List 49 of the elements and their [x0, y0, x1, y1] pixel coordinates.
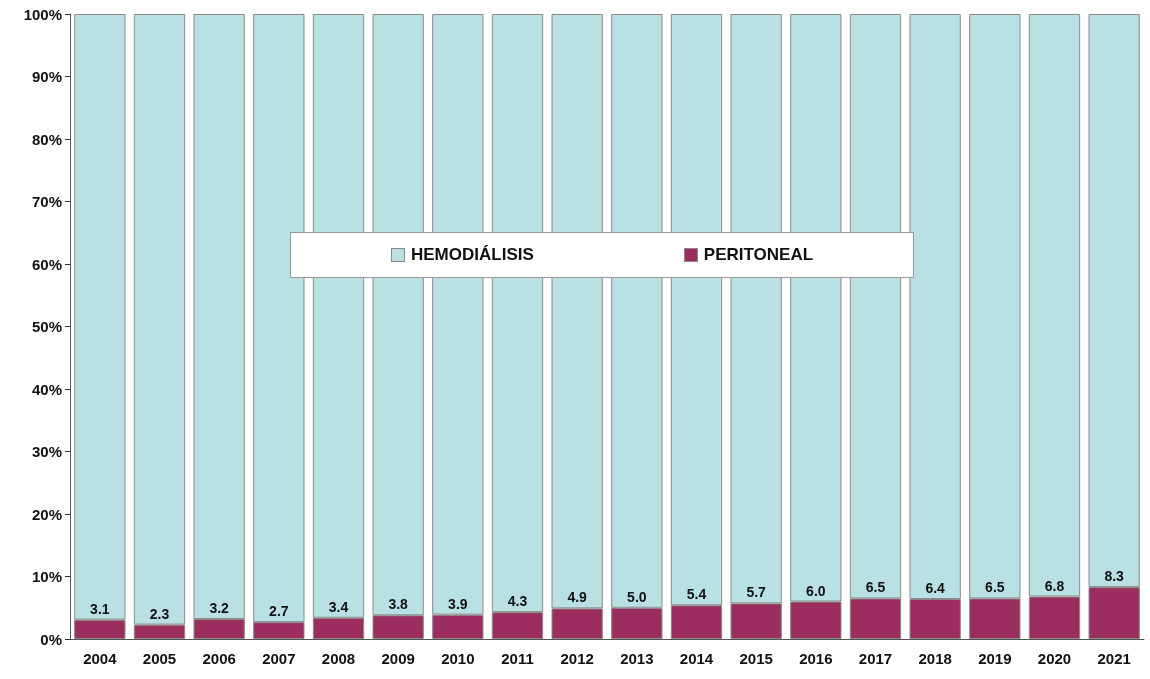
x-tick-label: 2016	[799, 650, 833, 667]
x-tick-label: 2011	[501, 650, 534, 667]
x-tick-label: 2009	[381, 650, 415, 667]
y-tick-label: 20%	[31, 505, 62, 523]
x-tick-label: 2010	[441, 650, 475, 667]
data-label: 3.4	[328, 598, 349, 615]
x-tick-label: 2018	[918, 650, 952, 667]
data-label: 6.4	[925, 580, 946, 596]
data-label: 6.8	[1044, 577, 1065, 594]
x-tick-label: 2008	[321, 650, 356, 667]
y-tick-label: 30%	[31, 443, 62, 460]
y-tick-label: 10%	[31, 568, 62, 585]
x-tick-label: 2015	[739, 650, 773, 667]
y-tick-label: 100%	[23, 5, 62, 23]
legend-label: HEMODIÁLISIS	[411, 245, 534, 265]
data-label: 3.2	[209, 600, 230, 616]
data-label: 3.1	[90, 600, 110, 617]
data-label: 6.5	[865, 579, 886, 596]
data-label: 5.4	[686, 586, 707, 603]
x-tick-label: 2020	[1037, 650, 1072, 667]
data-label: 5.0	[627, 588, 647, 605]
data-label: 6.5	[985, 579, 1005, 596]
x-tick-label: 2014	[679, 650, 714, 667]
data-label: 2.3	[149, 605, 170, 622]
x-tick-label: 2012	[560, 650, 594, 667]
y-tick-label: 50%	[31, 318, 62, 335]
data-label: 8.3	[1104, 568, 1125, 585]
x-tick-label: 2013	[620, 650, 654, 667]
y-tick-label: 60%	[31, 255, 62, 273]
legend-label: PERITONEAL	[703, 245, 814, 265]
x-tick-label: 2006	[202, 650, 236, 667]
x-tick-label: 2017	[858, 650, 893, 667]
y-tick-label: 90%	[31, 68, 62, 85]
x-tick-label: 2021	[1097, 650, 1131, 667]
x-tick-label: 2004	[83, 650, 118, 667]
x-tick-label: 2007	[262, 650, 296, 667]
data-label: 2.7	[269, 603, 289, 620]
data-label: 5.7	[746, 584, 767, 601]
y-tick-label: 80%	[31, 130, 62, 148]
data-label: 4.9	[567, 589, 588, 606]
y-tick-label: 0%	[40, 630, 62, 648]
y-tick-label: 40%	[31, 380, 62, 398]
y-tick-label: 70%	[31, 193, 62, 210]
x-tick-label: 2019	[978, 650, 1012, 667]
data-label: 3.9	[448, 595, 468, 612]
data-label: 3.8	[388, 596, 409, 613]
x-tick-label: 2005	[142, 650, 177, 667]
data-label: 6.0	[806, 582, 826, 599]
data-label: 4.3	[507, 593, 528, 610]
